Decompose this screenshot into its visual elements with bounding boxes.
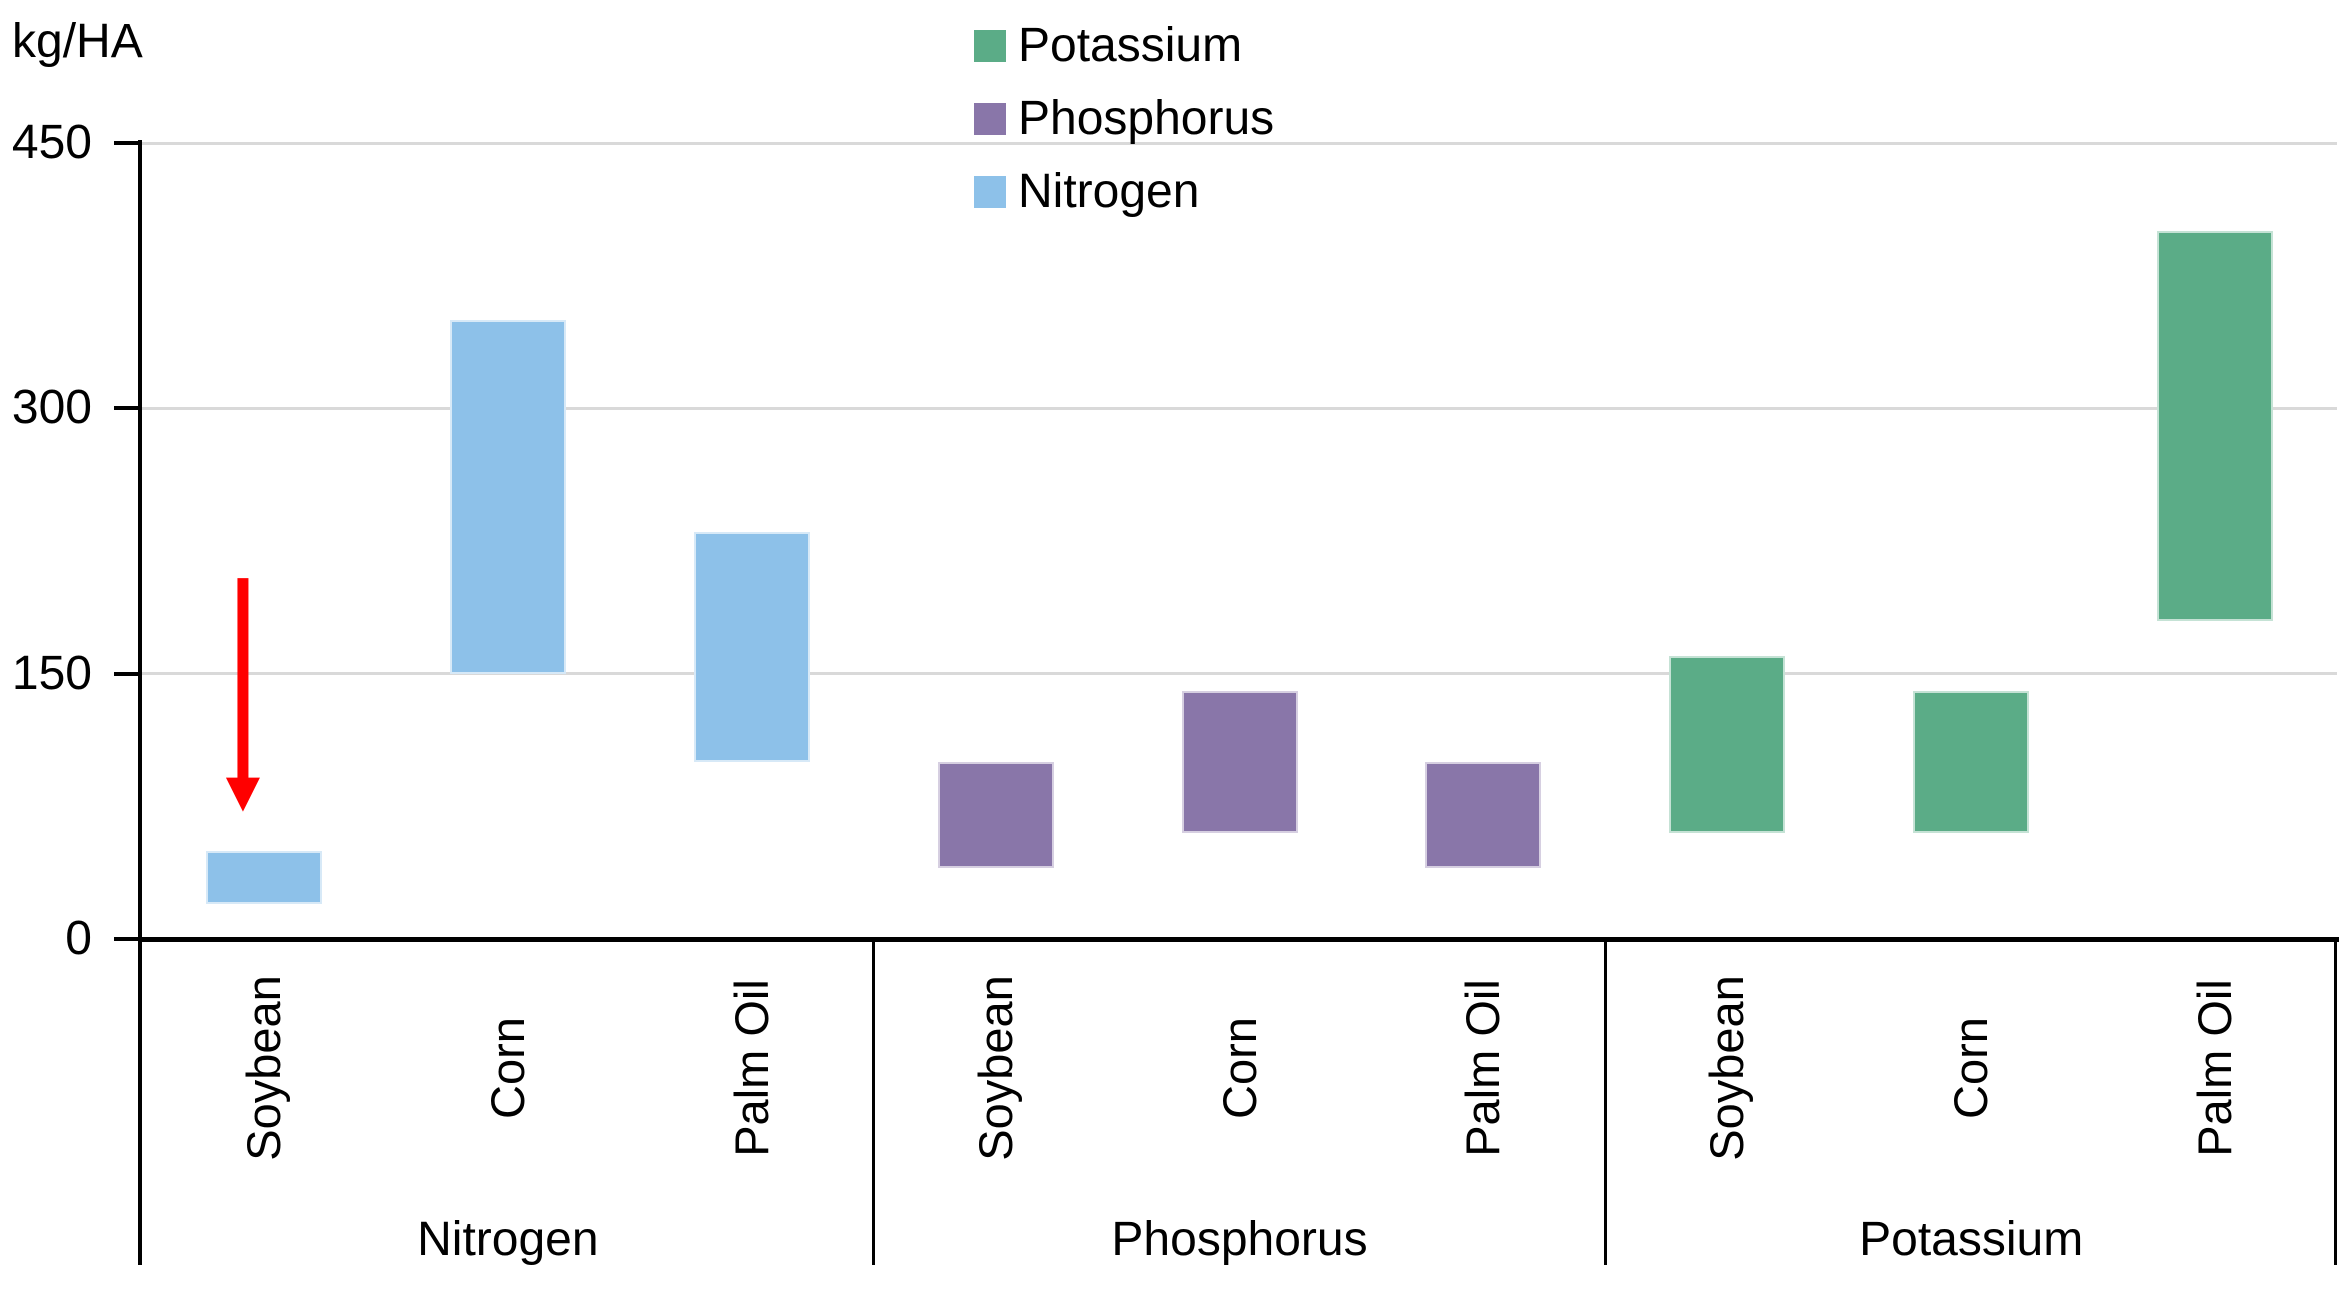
- legend-item: Nitrogen: [974, 164, 1199, 220]
- category-divider: [2334, 939, 2337, 1265]
- y-axis-tick: [114, 937, 138, 941]
- group-label: Nitrogen: [417, 1213, 599, 1266]
- y-axis-tick-label: 450: [11, 116, 92, 169]
- category-label: Palm Oil: [2188, 979, 2242, 1157]
- group-label: Phosphorus: [1111, 1213, 1368, 1266]
- category-label: Corn: [1944, 1017, 1998, 1119]
- range-bar: [449, 319, 566, 674]
- y-axis-tick: [114, 406, 138, 411]
- category-label: Soybean: [968, 975, 1022, 1161]
- category-divider: [872, 939, 876, 1265]
- legend-item-label: Potassium: [1018, 19, 1243, 72]
- category-label: Corn: [480, 1017, 534, 1119]
- legend-item-label: Nitrogen: [1018, 165, 1200, 218]
- range-bar: [1669, 655, 1786, 833]
- category-divider: [1603, 939, 1607, 1265]
- legend-swatch-icon: [974, 30, 1006, 62]
- group-label: Potassium: [1859, 1213, 2084, 1266]
- y-axis-tick-label: 0: [65, 912, 92, 965]
- y-axis-unit-label: kg/HA: [12, 15, 143, 68]
- range-bar: [937, 762, 1054, 869]
- range-bar: [2157, 231, 2274, 621]
- y-axis-line: [138, 140, 142, 1265]
- y-axis-tick: [114, 671, 138, 676]
- range-bar: [693, 532, 810, 763]
- category-label: Corn: [1212, 1017, 1266, 1119]
- y-axis-tick-label: 300: [11, 381, 92, 435]
- gridline-450: [142, 141, 2337, 145]
- legend-item-label: Phosphorus: [1018, 92, 1275, 145]
- y-axis-tick-label: 150: [11, 646, 92, 700]
- legend-item: Phosphorus: [974, 91, 1274, 147]
- category-label: Palm Oil: [724, 979, 778, 1157]
- range-bar: [1913, 691, 2030, 833]
- category-label: Palm Oil: [1456, 979, 1510, 1157]
- y-axis-tick: [114, 141, 138, 145]
- legend-swatch-icon: [974, 103, 1006, 135]
- legend-item: Potassium: [974, 18, 1242, 74]
- legend-swatch-icon: [974, 176, 1006, 208]
- gridline-150: [142, 672, 2337, 676]
- range-bar: [205, 850, 322, 904]
- x-axis-line: [142, 936, 2339, 942]
- range-bar: [1425, 762, 1542, 869]
- range-bar: [1181, 691, 1298, 833]
- category-label: Soybean: [1700, 975, 1754, 1161]
- category-label: Soybean: [236, 975, 290, 1161]
- gridline-300: [142, 406, 2337, 410]
